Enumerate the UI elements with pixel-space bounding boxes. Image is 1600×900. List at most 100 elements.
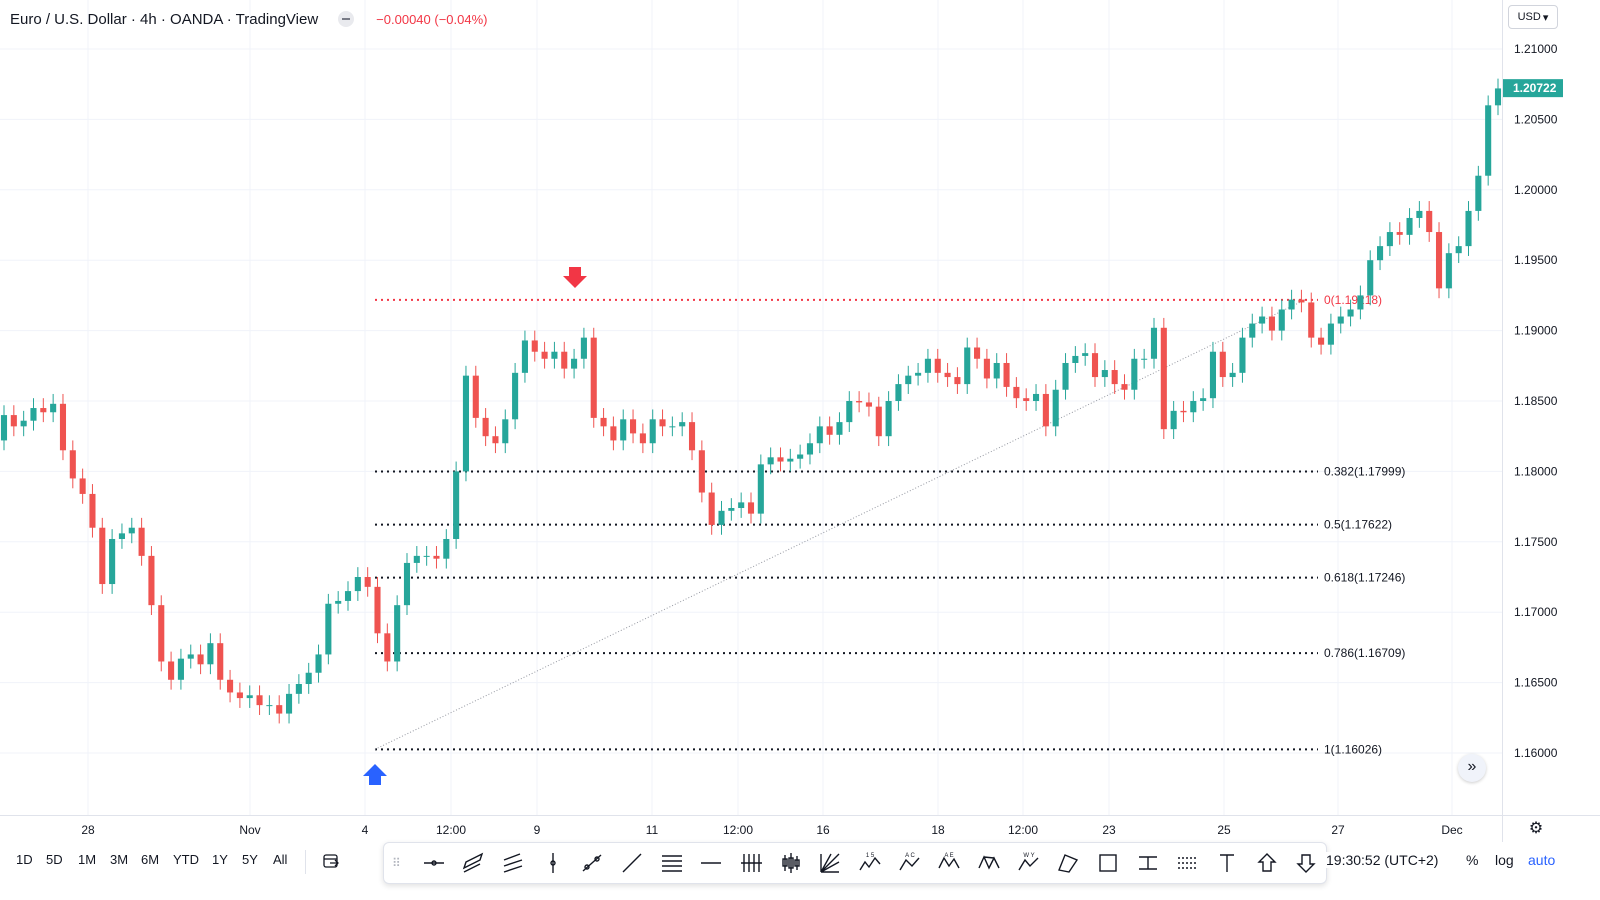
range-1y[interactable]: 1Y bbox=[212, 852, 228, 867]
range-1d[interactable]: 1D bbox=[16, 852, 33, 867]
candle-body bbox=[630, 419, 637, 434]
drag-handle-icon[interactable]: ⠿ bbox=[392, 856, 401, 870]
arrow-down-icon bbox=[1296, 854, 1316, 873]
candle-body bbox=[698, 450, 705, 493]
candle-body bbox=[10, 415, 17, 427]
gear-icon[interactable]: ⚙ bbox=[1528, 820, 1544, 837]
candle-body bbox=[826, 426, 833, 435]
candle-body bbox=[1357, 295, 1364, 310]
gann-fan-tool-button[interactable] bbox=[810, 843, 850, 883]
arrow-up-tool-button[interactable] bbox=[1247, 843, 1287, 883]
horizontal-ray-tool-button[interactable] bbox=[414, 843, 454, 883]
candle-body bbox=[964, 347, 971, 385]
log-toggle[interactable]: log bbox=[1495, 852, 1514, 868]
fib-level-label: 0.382(1.17999) bbox=[1324, 465, 1405, 479]
candle-body bbox=[374, 586, 381, 634]
ray-tool-button[interactable] bbox=[612, 843, 652, 883]
text-tool-button[interactable] bbox=[1207, 843, 1247, 883]
regression-trend-tool-button[interactable] bbox=[493, 843, 533, 883]
range-ytd[interactable]: YTD bbox=[173, 852, 199, 867]
pitchfork-tool-button[interactable] bbox=[731, 843, 771, 883]
down-arrow-marker bbox=[563, 267, 587, 288]
triangle-pattern-tool-button[interactable] bbox=[1048, 843, 1088, 883]
fib-level-label: 0.5(1.17622) bbox=[1324, 518, 1392, 532]
range-3m[interactable]: 3M bbox=[110, 852, 129, 867]
time-tick-label: Nov bbox=[239, 823, 260, 837]
candle-body bbox=[207, 643, 214, 665]
wxy-pattern-icon: W Y bbox=[1017, 853, 1039, 871]
clock[interactable]: 19:30:52 (UTC+2) bbox=[1326, 852, 1439, 868]
trend-line-tool-button[interactable] bbox=[573, 843, 613, 883]
arrow-down-tool-button[interactable] bbox=[1286, 843, 1326, 883]
candle-body bbox=[1278, 309, 1285, 331]
range-all[interactable]: All bbox=[273, 852, 288, 867]
candle-body bbox=[305, 672, 312, 685]
candle-body bbox=[118, 533, 125, 539]
range-5y[interactable]: 5Y bbox=[242, 852, 258, 867]
candle-body bbox=[1101, 370, 1108, 378]
collapse-icon[interactable] bbox=[338, 11, 355, 27]
candle-body bbox=[1298, 299, 1305, 303]
candle-body bbox=[482, 417, 489, 437]
candle-body bbox=[816, 426, 823, 444]
candle-body bbox=[315, 654, 322, 673]
candle-body bbox=[128, 527, 135, 534]
range-5d[interactable]: 5D bbox=[46, 852, 63, 867]
candle-body bbox=[600, 417, 607, 427]
candle-body bbox=[423, 555, 430, 557]
candle-body bbox=[571, 358, 578, 369]
parallel-channel-tool-button[interactable] bbox=[454, 843, 494, 883]
elliott-impulse-tool-button[interactable]: 1 5 bbox=[850, 843, 890, 883]
price-tick-label: 1.19500 bbox=[1514, 253, 1558, 267]
xabcd-pattern-tool-button[interactable]: A E bbox=[929, 843, 969, 883]
candle-body bbox=[777, 457, 784, 462]
candle-body bbox=[580, 337, 587, 359]
ray-icon bbox=[622, 853, 642, 873]
candle-body bbox=[109, 538, 116, 585]
candle-body bbox=[20, 420, 27, 427]
candle-body bbox=[610, 426, 617, 441]
vertical-line-tool-button[interactable] bbox=[533, 843, 573, 883]
abcd-pattern-tool-button[interactable]: A C bbox=[890, 843, 930, 883]
candle-body bbox=[1200, 398, 1207, 401]
currency-button[interactable]: USD ▾ bbox=[1508, 5, 1558, 29]
axes: 1.21000 1.20500 1.20000 1.19500 1.19000 1.185… bbox=[0, 0, 1600, 842]
time-tick-label: 11 bbox=[646, 823, 659, 837]
go-to-date-icon[interactable] bbox=[322, 852, 340, 870]
candle-body bbox=[1386, 232, 1393, 247]
time-tick-label: 27 bbox=[1331, 823, 1345, 837]
candle-body bbox=[285, 693, 293, 714]
candle-body bbox=[443, 538, 450, 559]
rectangle-tool-button[interactable] bbox=[1088, 843, 1128, 883]
candle-body bbox=[1082, 353, 1089, 356]
candle-body bbox=[688, 422, 696, 451]
candle-body bbox=[1416, 210, 1423, 218]
candle-body bbox=[1091, 353, 1099, 378]
candle-body bbox=[472, 375, 479, 418]
horizontal-line-tool-button[interactable] bbox=[691, 843, 731, 883]
candle-body bbox=[875, 406, 882, 437]
range-6m[interactable]: 6M bbox=[141, 852, 160, 867]
wxy-pattern-tool-button[interactable]: W Y bbox=[1009, 843, 1049, 883]
xabcd-pattern-icon: A E bbox=[938, 853, 960, 869]
candle-body bbox=[1072, 355, 1079, 363]
head-shoulders-tool-button[interactable] bbox=[969, 843, 1009, 883]
candle-body bbox=[403, 562, 411, 606]
auto-toggle[interactable]: auto bbox=[1528, 852, 1556, 868]
candles-pattern-tool-button[interactable] bbox=[771, 843, 811, 883]
price-range-tool-button[interactable] bbox=[1128, 843, 1168, 883]
candle-body bbox=[1485, 105, 1492, 176]
fib-retracement-tool-button[interactable] bbox=[652, 843, 692, 883]
date-range-tool-button[interactable] bbox=[1167, 843, 1207, 883]
price-tick-label: 1.20000 bbox=[1514, 183, 1558, 197]
symbol-title[interactable]: Euro / U.S. Dollar · 4h · OANDA · Tradin… bbox=[10, 10, 319, 28]
fib-level-label: 0.618(1.17246) bbox=[1324, 571, 1405, 585]
candle-body bbox=[856, 401, 863, 403]
percent-toggle[interactable]: % bbox=[1466, 852, 1479, 868]
range-1m[interactable]: 1M bbox=[78, 852, 97, 867]
scroll-to-realtime-button[interactable]: » bbox=[1458, 754, 1486, 782]
candle-body bbox=[659, 419, 666, 427]
divider bbox=[305, 850, 306, 874]
